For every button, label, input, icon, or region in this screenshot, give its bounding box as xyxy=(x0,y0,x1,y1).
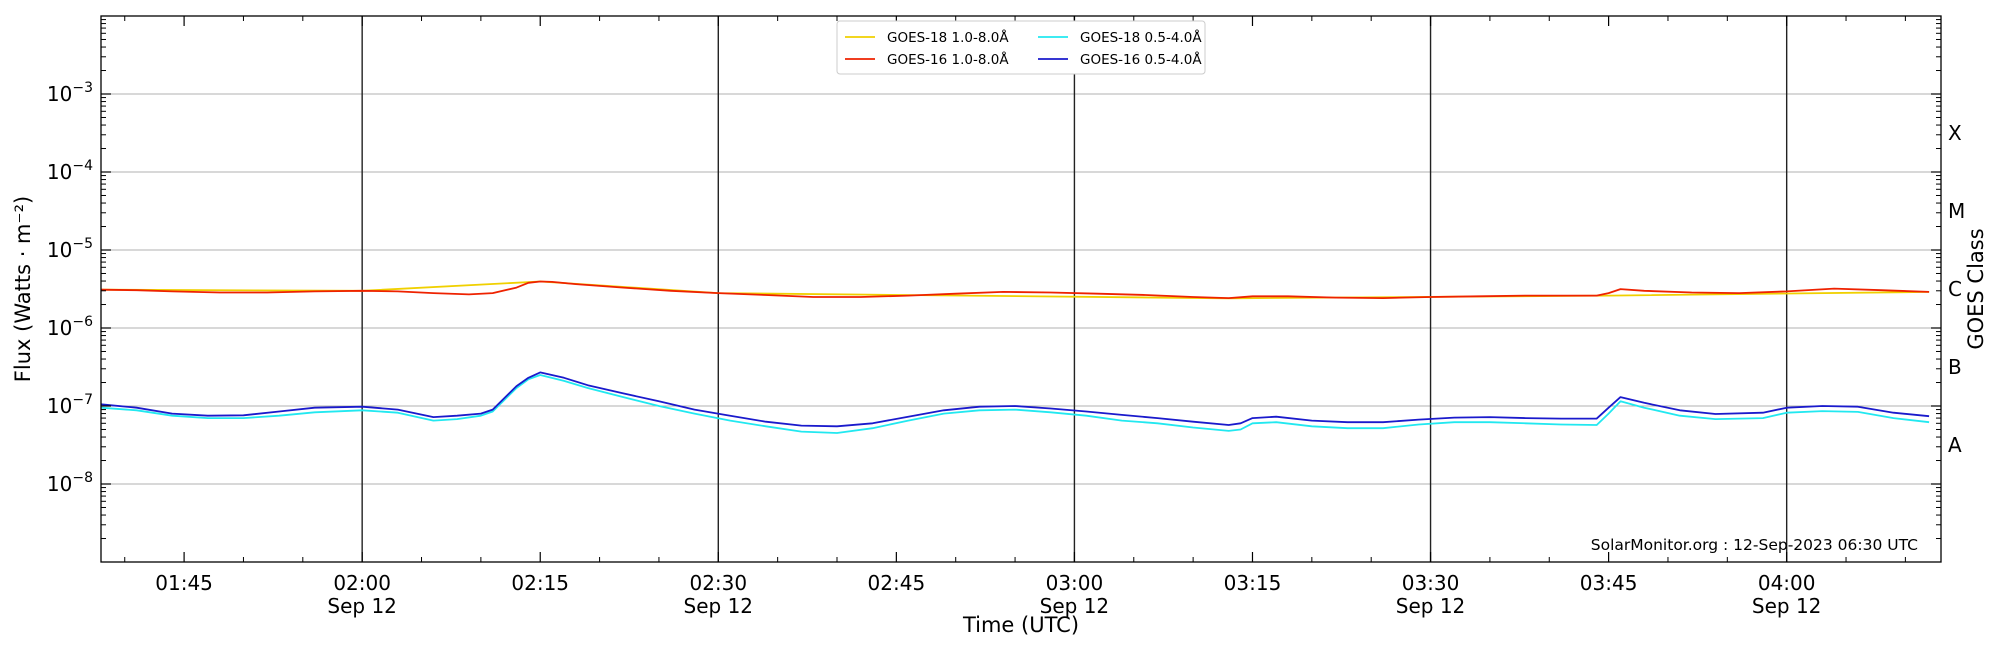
x-tick-label: 04:00 xyxy=(1758,571,1816,595)
x-tick-label: 02:15 xyxy=(511,571,569,595)
goes-class-label: C xyxy=(1948,277,1962,301)
series-line-2 xyxy=(100,280,1930,300)
y-tick-label: 10−5 xyxy=(47,236,93,262)
x-tick-date-label: Sep 12 xyxy=(327,594,397,618)
y-axis-ticks: 10−8 10−7 10−6 10−5 10−4 10−3 xyxy=(47,80,1941,496)
legend-box xyxy=(836,20,1206,75)
series-layer xyxy=(100,280,1930,434)
y-tick-label: 10−7 xyxy=(47,392,93,418)
credit-text: SolarMonitor.org : 12-Sep-2023 06:30 UTC xyxy=(1591,536,1918,554)
legend: GOES-18 1.0-8.0Å GOES-16 1.0-8.0Å GOES-18 … xyxy=(836,20,1206,75)
minor-ticks xyxy=(101,16,1941,562)
y-tick-label: 10−4 xyxy=(47,158,93,184)
goes-class-label: M xyxy=(1948,199,1965,223)
x-tick-label: 01:45 xyxy=(155,571,213,595)
x-tick-date-label: Sep 12 xyxy=(1040,594,1110,618)
legend-label-1: GOES-18 1.0-8.0Å xyxy=(887,29,1009,46)
x-tick-label: 03:15 xyxy=(1224,571,1282,595)
goes-class-labels: A B C M X xyxy=(1948,121,1965,457)
x-tick-label: 02:30 xyxy=(689,571,747,595)
y-axis-label-right: GOES Class xyxy=(1964,228,1988,349)
x-tick-label: 03:00 xyxy=(1046,571,1104,595)
y-tick-label: 10−8 xyxy=(47,470,93,496)
y-tick-label: 10−6 xyxy=(47,314,93,340)
plot-area xyxy=(101,16,1941,562)
x-tick-date-label: Sep 12 xyxy=(684,594,754,618)
x-tick-date-label: Sep 12 xyxy=(1752,594,1822,618)
day-separator-lines xyxy=(361,16,1788,562)
goes-class-label: B xyxy=(1948,355,1962,379)
y-tick-label: 10−3 xyxy=(47,80,93,106)
legend-label-3: GOES-18 0.5-4.0Å xyxy=(1080,29,1202,46)
x-tick-date-label: Sep 12 xyxy=(1396,594,1466,618)
plot-frame xyxy=(100,15,1942,563)
series-line-4 xyxy=(100,371,1930,428)
x-tick-label: 02:00 xyxy=(333,571,391,595)
goes-class-label: X xyxy=(1948,121,1962,145)
series-line-3 xyxy=(100,374,1930,434)
x-tick-label: 03:30 xyxy=(1402,571,1460,595)
x-tick-label: 02:45 xyxy=(868,571,926,595)
x-axis-label: Time (UTC) xyxy=(962,613,1079,637)
legend-label-2: GOES-16 1.0-8.0Å xyxy=(887,51,1009,68)
legend-label-4: GOES-16 0.5-4.0Å xyxy=(1080,51,1202,68)
y-axis-label: Flux (Watts · m⁻²) xyxy=(11,196,35,382)
goes-class-label: A xyxy=(1948,433,1962,457)
x-tick-label: 03:45 xyxy=(1580,571,1638,595)
